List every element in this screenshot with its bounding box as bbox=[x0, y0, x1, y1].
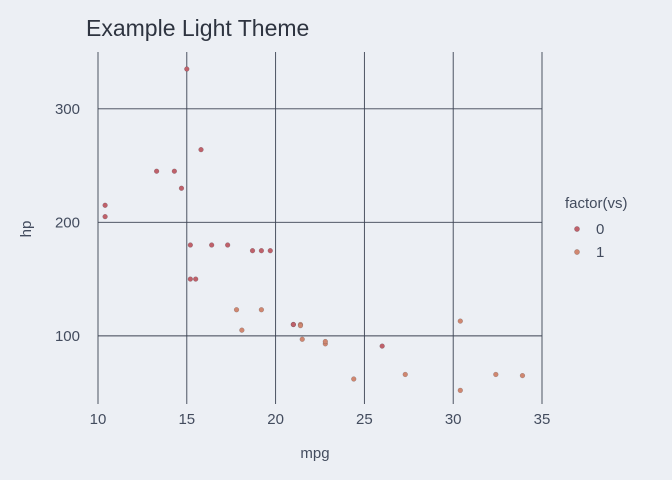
legend: factor(vs) 01 bbox=[565, 195, 628, 261]
data-point-series-1 bbox=[402, 371, 408, 378]
data-point-series-0 bbox=[379, 343, 385, 349]
chart-title: Example Light Theme bbox=[86, 15, 309, 41]
x-tick-label: 25 bbox=[356, 411, 373, 428]
data-point-series-0 bbox=[267, 248, 273, 254]
x-tick-label: 35 bbox=[534, 411, 551, 428]
grid bbox=[97, 52, 543, 404]
axis-ticks: 10 15 20 25 30 35 100 200 300 bbox=[55, 101, 550, 428]
data-point-series-1 bbox=[519, 372, 526, 379]
legend-title: factor(vs) bbox=[565, 195, 628, 212]
legend-items: 01 bbox=[574, 221, 604, 261]
legend-label-1: 1 bbox=[596, 244, 604, 261]
data-point-series-0 bbox=[153, 168, 160, 174]
legend-label-0: 0 bbox=[596, 221, 604, 238]
data-point-series-0 bbox=[102, 202, 108, 208]
data-point-series-0 bbox=[290, 321, 297, 328]
data-point-series-1 bbox=[351, 376, 357, 382]
data-point-series-0 bbox=[187, 276, 194, 282]
data-point-series-0 bbox=[171, 168, 178, 174]
data-point-series-1 bbox=[493, 371, 499, 378]
data-point-series-1 bbox=[457, 387, 463, 394]
y-tick-label: 300 bbox=[55, 101, 80, 118]
y-axis-title: hp bbox=[18, 221, 35, 238]
x-tick-label: 15 bbox=[178, 411, 195, 428]
data-point-series-1 bbox=[239, 327, 245, 333]
data-point-series-0 bbox=[209, 242, 215, 248]
x-tick-label: 30 bbox=[445, 411, 462, 428]
data-point-series-1 bbox=[258, 307, 265, 313]
data-point-series-0 bbox=[249, 248, 256, 254]
data-point-series-0 bbox=[184, 66, 190, 72]
legend-key-1 bbox=[574, 249, 580, 255]
data-point-series-1 bbox=[322, 338, 328, 345]
data-point-series-0 bbox=[187, 242, 194, 248]
data-point-series-0 bbox=[193, 276, 199, 282]
x-axis-title: mpg bbox=[300, 445, 329, 462]
data-point-series-0 bbox=[224, 242, 231, 248]
legend-key-0 bbox=[574, 226, 580, 232]
y-tick-label: 100 bbox=[55, 328, 80, 345]
data-point-series-1 bbox=[457, 318, 463, 324]
data-points bbox=[102, 66, 526, 394]
data-point-series-0 bbox=[258, 248, 265, 254]
data-point-series-0 bbox=[198, 147, 204, 153]
data-point-series-0 bbox=[102, 213, 108, 220]
data-point-series-1 bbox=[233, 307, 240, 313]
data-point-series-1 bbox=[299, 336, 305, 342]
x-tick-label: 20 bbox=[267, 411, 284, 428]
y-tick-label: 200 bbox=[55, 214, 80, 231]
data-point-series-0 bbox=[178, 185, 185, 191]
x-tick-label: 10 bbox=[90, 411, 107, 428]
data-point-series-1 bbox=[297, 323, 304, 329]
